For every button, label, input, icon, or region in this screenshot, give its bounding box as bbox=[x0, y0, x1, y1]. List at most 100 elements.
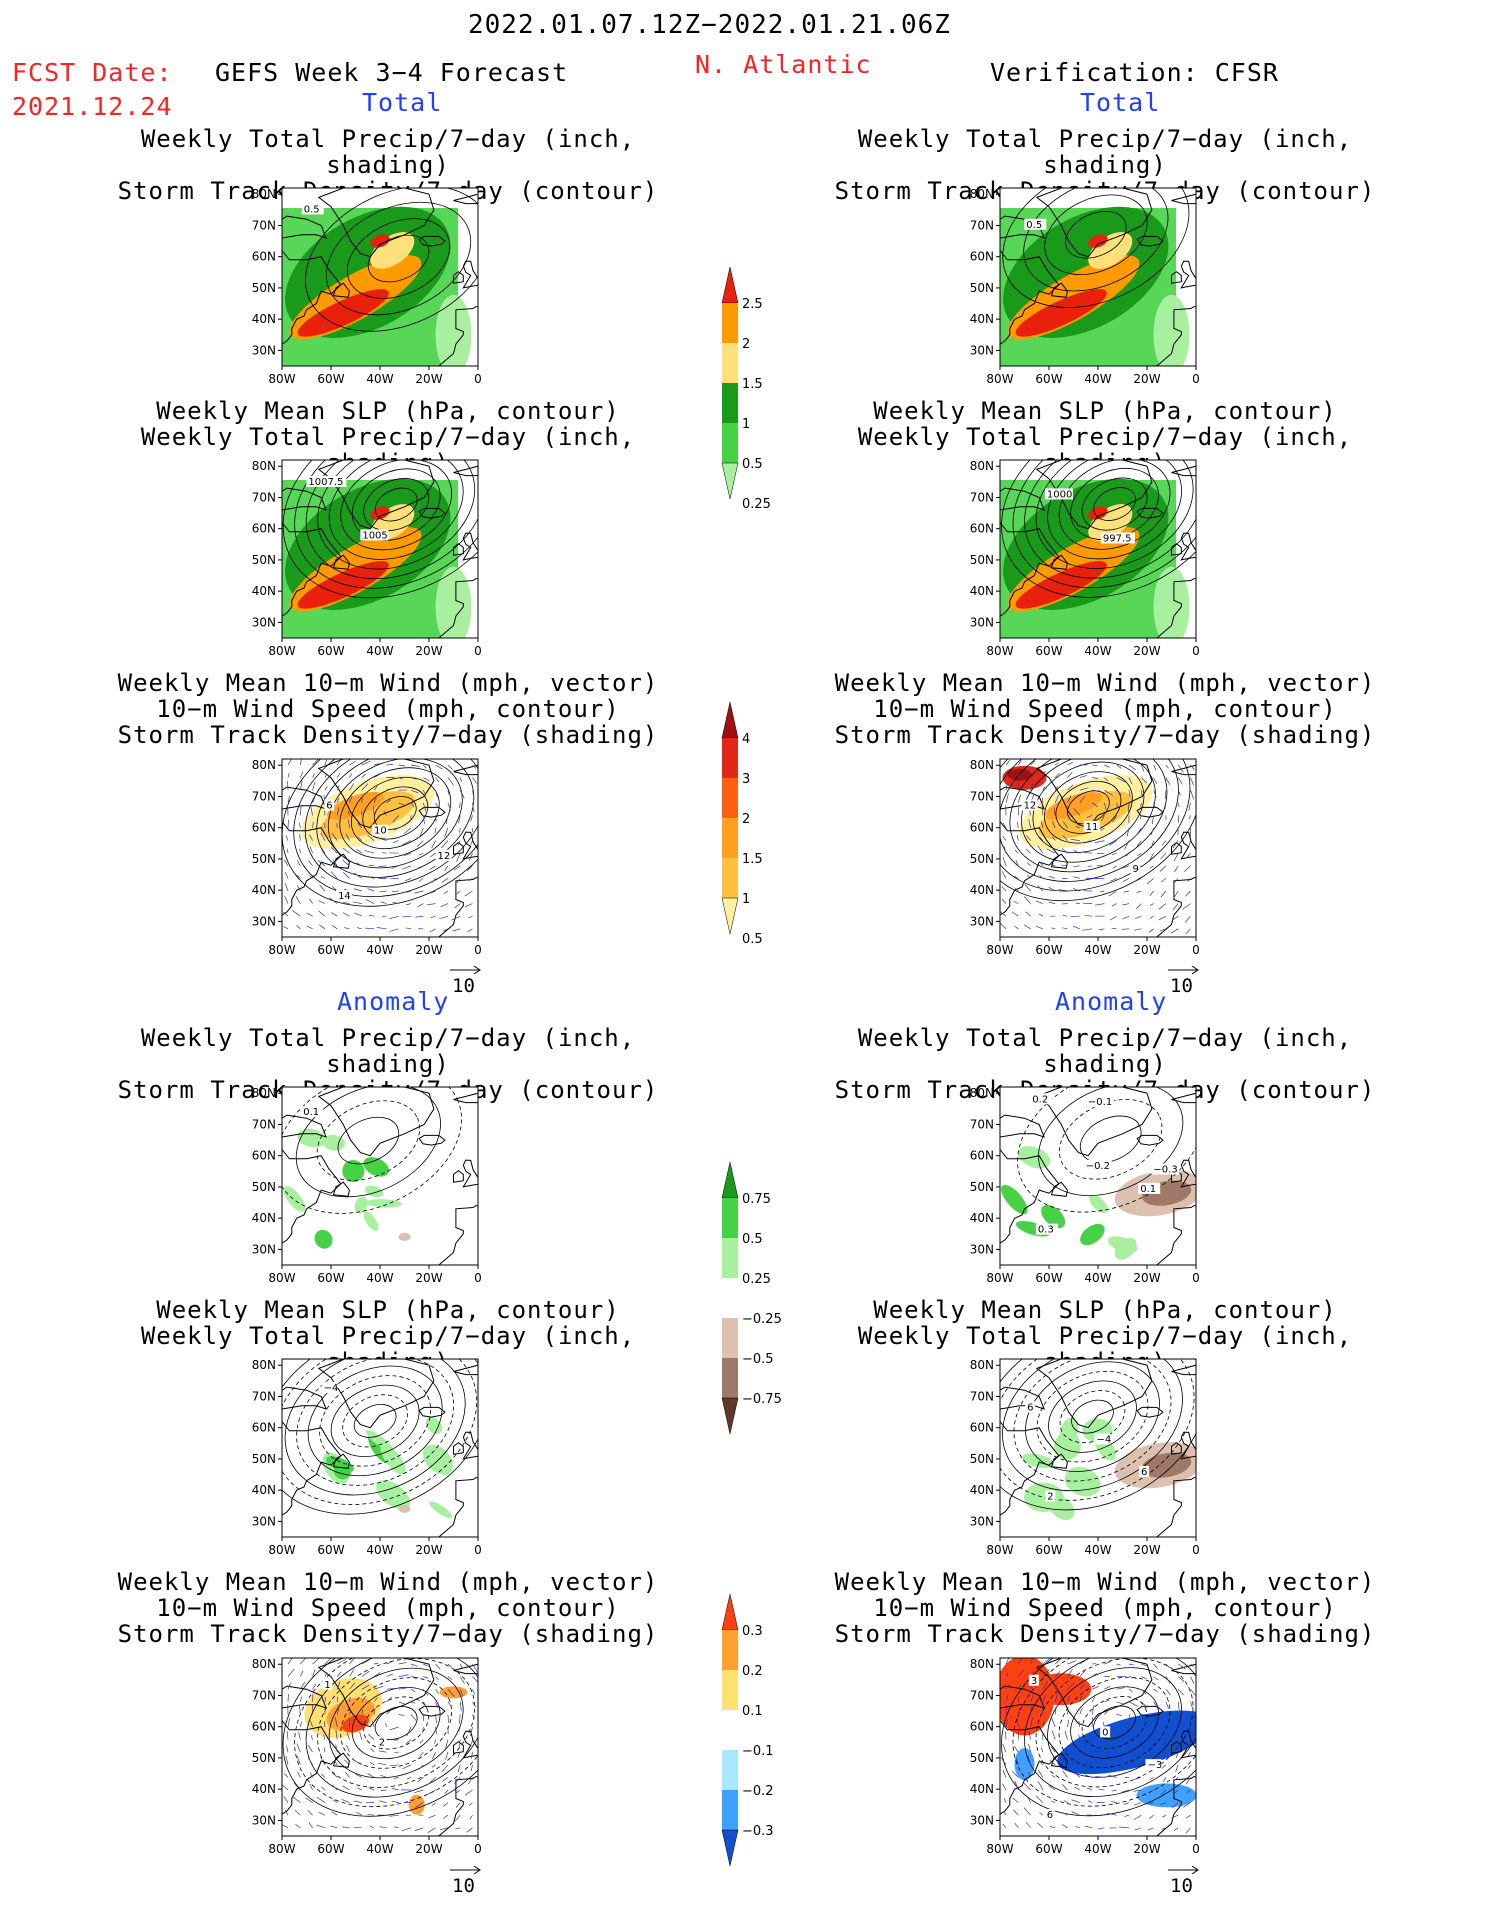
wind-vector bbox=[423, 777, 430, 781]
wind-vector bbox=[439, 1827, 448, 1831]
contour-label: 2 bbox=[379, 1737, 385, 1748]
wind-vector bbox=[344, 1812, 350, 1816]
wind-vector bbox=[342, 859, 350, 867]
coastline bbox=[1156, 877, 1196, 937]
wind-vector bbox=[1001, 871, 1007, 879]
lat-label: 30N bbox=[970, 1514, 994, 1528]
coastline bbox=[282, 1386, 327, 1410]
verification-title: Verification: CFSR bbox=[990, 58, 1279, 87]
lon-label: 0 bbox=[474, 1271, 482, 1285]
lon-label: 40W bbox=[366, 1271, 393, 1285]
wind-vector bbox=[1048, 886, 1056, 892]
wind-vector bbox=[1165, 1688, 1171, 1696]
coastline bbox=[1156, 1776, 1196, 1836]
svg-text:10: 10 bbox=[1170, 975, 1193, 997]
wind-vector bbox=[377, 1762, 387, 1766]
lon-label: 60W bbox=[1035, 943, 1062, 957]
coastline bbox=[1050, 1453, 1068, 1469]
colorbar-label: 2 bbox=[742, 337, 750, 352]
wind-vector bbox=[336, 1708, 340, 1715]
wind-vector bbox=[445, 1752, 449, 1760]
wind-vector bbox=[1054, 772, 1061, 778]
wind-vector bbox=[391, 865, 399, 869]
wind-vector bbox=[1054, 1684, 1058, 1690]
wind-vector bbox=[361, 1670, 370, 1677]
colorbar-bottom-triangle bbox=[721, 1829, 739, 1867]
wind-vector bbox=[435, 1663, 441, 1670]
wind-vector bbox=[349, 1697, 351, 1702]
wind-vector bbox=[1040, 821, 1044, 829]
wind-vector bbox=[410, 789, 419, 794]
wind-vector bbox=[336, 807, 340, 816]
lon-label: 80W bbox=[986, 943, 1013, 957]
wind-vector bbox=[342, 901, 350, 904]
colorbar-label: −0.2 bbox=[742, 1784, 774, 1799]
wind-vector bbox=[465, 1789, 473, 1796]
wind-vector bbox=[383, 810, 387, 816]
wind-vector bbox=[470, 1726, 473, 1737]
wind-vector bbox=[1005, 1719, 1008, 1728]
wind-vector bbox=[368, 914, 375, 917]
wind-vector bbox=[1153, 790, 1157, 798]
wind-vector bbox=[1054, 795, 1059, 803]
coastline bbox=[462, 260, 478, 289]
wind-vector bbox=[1050, 1746, 1056, 1753]
wind-vector bbox=[1037, 845, 1044, 854]
wind-vector bbox=[1190, 790, 1195, 800]
wind-vector bbox=[458, 815, 461, 824]
wind-vector bbox=[1188, 840, 1191, 846]
wind-vector bbox=[1062, 915, 1068, 917]
wind-vector bbox=[295, 1823, 301, 1829]
contour-label: −0.2 bbox=[1086, 1161, 1110, 1172]
wind-vector bbox=[458, 1726, 461, 1732]
wind-vector bbox=[1016, 1717, 1019, 1728]
wind-vector bbox=[1067, 761, 1074, 766]
shading-area bbox=[1031, 1673, 1092, 1706]
wind-vector bbox=[472, 1714, 475, 1720]
wind-vector bbox=[285, 1756, 289, 1765]
map-gefs-anom-precip: 0.1 80N 70N 60N 50N 40N 30N 80W 60W 40W 20W 0 bbox=[252, 1086, 482, 1285]
shading-area bbox=[435, 566, 472, 638]
wind-vector bbox=[1187, 878, 1191, 882]
colorbar-label: −0.75 bbox=[742, 1392, 782, 1407]
wind-vector bbox=[429, 865, 436, 870]
coastline bbox=[477, 1396, 478, 1429]
wind-vector bbox=[405, 1739, 412, 1745]
wind-vector bbox=[1053, 807, 1056, 816]
wind-vector bbox=[1137, 1751, 1142, 1757]
wind-vector bbox=[410, 764, 420, 767]
wind-vector bbox=[414, 890, 424, 894]
wind-vector bbox=[1153, 1714, 1157, 1722]
coastline bbox=[453, 465, 478, 477]
wind-vector bbox=[285, 835, 289, 841]
shading-area bbox=[1015, 561, 1107, 609]
wind-vector bbox=[365, 899, 375, 904]
wind-vector bbox=[309, 846, 313, 854]
wind-vector bbox=[1002, 857, 1007, 866]
wind-vector bbox=[1030, 783, 1034, 791]
wind-vector bbox=[410, 802, 415, 808]
coastline bbox=[1000, 820, 1060, 937]
wind-vector bbox=[316, 1824, 326, 1829]
contour-label: 14 bbox=[338, 891, 351, 902]
contour-label: −0.3 bbox=[1153, 1165, 1177, 1176]
wind-vector bbox=[423, 1676, 429, 1679]
contour-line bbox=[1079, 1115, 1142, 1164]
wind-vector bbox=[389, 928, 399, 932]
coastline bbox=[453, 1741, 464, 1754]
wind-vector bbox=[1182, 1802, 1191, 1808]
colorbar-label: 0.5 bbox=[742, 457, 763, 472]
wind-vector bbox=[429, 928, 436, 933]
wind-vector bbox=[1054, 785, 1058, 791]
lon-label: 0 bbox=[1192, 1543, 1200, 1557]
lat-label: 60N bbox=[970, 250, 994, 264]
contour-line bbox=[1038, 1087, 1184, 1197]
wind-vector bbox=[1005, 772, 1008, 778]
coastline bbox=[1136, 507, 1164, 519]
wind-vector bbox=[1151, 815, 1154, 825]
wind-vector bbox=[1173, 1789, 1179, 1794]
contour-line bbox=[374, 487, 418, 522]
wind-vector bbox=[1108, 1739, 1117, 1742]
lon-label: 60W bbox=[317, 943, 344, 957]
lon-label: 0 bbox=[474, 1842, 482, 1856]
